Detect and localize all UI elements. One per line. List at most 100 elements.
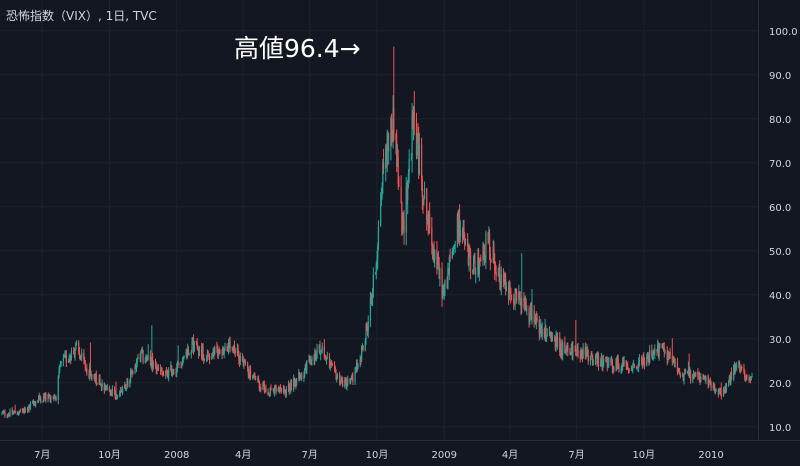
candle-body (274, 386, 276, 388)
candle-body (151, 356, 153, 366)
candle-body (180, 365, 182, 367)
candle-body (566, 344, 568, 349)
candle-body (146, 356, 149, 361)
candle-body (306, 361, 308, 371)
candle-body (485, 233, 487, 259)
candle-body (468, 250, 470, 266)
candle-body (254, 373, 256, 379)
candle-body (231, 346, 233, 349)
candle-body (551, 337, 554, 341)
candle-body (620, 368, 622, 372)
candle-body (2, 412, 4, 414)
candle-body (334, 364, 336, 368)
candle-body (679, 374, 681, 377)
y-tick-label: 70.0 (769, 159, 791, 170)
candle-body (81, 352, 83, 358)
high-annotation: 高値96.4→ (234, 34, 361, 63)
candle-body (372, 274, 374, 291)
candle-body (454, 244, 456, 246)
candle-body (142, 350, 144, 363)
candle-body (253, 373, 255, 377)
candle-body (521, 298, 523, 308)
candle-body (100, 384, 103, 388)
candle-body (126, 380, 128, 390)
candle-body (381, 185, 383, 197)
candle-body (43, 395, 45, 398)
candle-body (198, 346, 200, 356)
candle-body (469, 250, 471, 253)
candle-body (597, 354, 600, 367)
candle-body (647, 352, 649, 360)
candle-body (545, 327, 547, 336)
candle-body (186, 351, 188, 355)
candle-body (78, 342, 80, 352)
candle-body (249, 369, 252, 377)
candle-body (628, 369, 630, 371)
candle-body (632, 364, 635, 366)
candle-body (98, 377, 100, 385)
candle-body (267, 392, 269, 395)
candle-body (290, 381, 292, 391)
candle-body (589, 355, 592, 362)
candle-body (187, 349, 189, 355)
candle-body (437, 256, 439, 270)
candle-body (642, 356, 644, 366)
candle-body (111, 392, 113, 394)
price-axis-divider (758, 0, 759, 440)
candle-body (618, 367, 620, 372)
candle-body (211, 357, 213, 359)
candle-body (607, 365, 609, 367)
candle-body (656, 349, 658, 352)
candle-body (413, 106, 415, 120)
candle-body (316, 348, 318, 358)
candle-body (264, 387, 266, 392)
candle-body (412, 106, 415, 129)
candle-body (355, 363, 358, 369)
candle-body (28, 404, 30, 411)
candle-body (241, 355, 244, 361)
candle-body (14, 410, 16, 413)
candle-body (237, 347, 239, 357)
candle-body (48, 395, 51, 397)
candle-body (263, 383, 265, 385)
candle-body (541, 328, 543, 336)
time-axis-divider (0, 440, 800, 441)
candle-body (44, 394, 46, 398)
candle-body (480, 259, 482, 261)
candle-body (229, 341, 231, 349)
candle-body (196, 341, 198, 346)
candle-body (217, 348, 219, 356)
candle-body (561, 354, 563, 356)
candle-body (483, 246, 485, 252)
candle-body (233, 345, 235, 350)
candle-body (201, 346, 203, 358)
candle-body (458, 220, 460, 234)
candle-body (529, 314, 531, 322)
candle-body (446, 279, 448, 289)
candle-body (188, 354, 190, 356)
candle-body (67, 359, 70, 363)
candle-body (99, 377, 101, 385)
candle-body (749, 377, 751, 381)
candle-body (359, 360, 361, 365)
candle-body (724, 385, 726, 394)
candle-body (538, 319, 540, 334)
candle-body (653, 350, 655, 354)
candle-body (543, 328, 545, 338)
candle-body (354, 370, 356, 382)
candle-body (84, 359, 86, 364)
candle-body (206, 351, 209, 357)
candle-body (221, 353, 223, 356)
candle-body (436, 250, 438, 270)
candle-body (270, 387, 272, 390)
candle-body (216, 347, 218, 349)
candle-body (21, 408, 24, 412)
candle-body (309, 359, 312, 363)
candle-body (70, 356, 72, 360)
candle-body (510, 295, 513, 299)
candle-body (178, 362, 180, 366)
candle-body (597, 354, 599, 363)
candle-body (740, 366, 742, 369)
candle-body (259, 387, 261, 389)
candle-body (356, 363, 358, 369)
